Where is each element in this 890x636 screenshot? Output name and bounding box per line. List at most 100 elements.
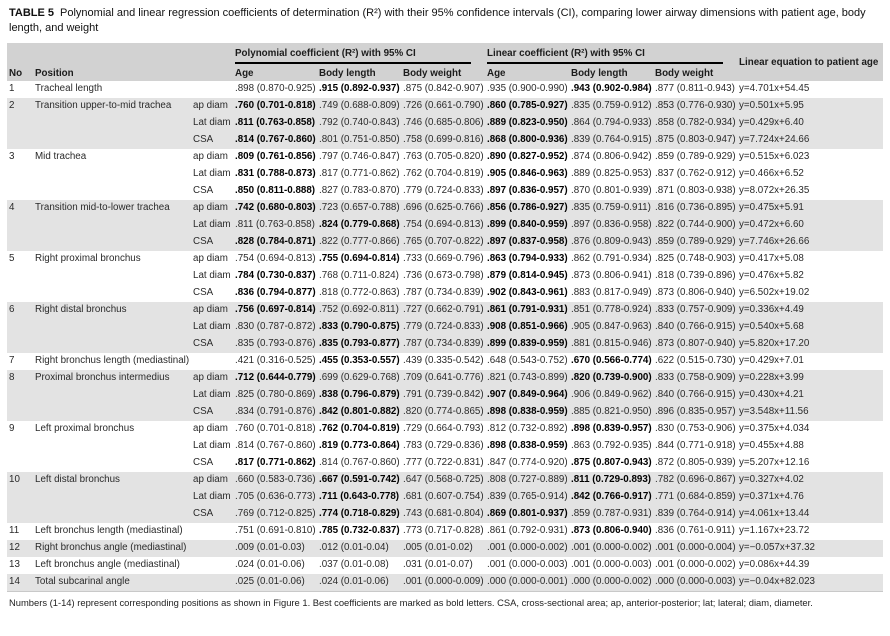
cell-linear-r2: .869 (0.801-0.937) [485, 505, 569, 523]
cell-poly-r2: .836 (0.794-0.877) [235, 287, 316, 299]
cell-linear-r2: .875 (0.803-0.947) [653, 131, 738, 149]
cell-equation: y=4.061x+13.44 [737, 505, 884, 523]
cell-no: 2 [7, 97, 33, 149]
cell-linear-r2: .873 (0.806-0.940) [571, 525, 652, 537]
linear-group-header: Linear coefficient (R²) with 95% CI [485, 42, 738, 66]
cell-poly-r2: .763 (0.705-0.820) [403, 151, 484, 163]
cell-poly-r2: .822 (0.777-0.866) [317, 233, 401, 251]
cell-no: 6 [7, 301, 33, 353]
table-row: Lat diam .705 (0.636-0.773) .711 (0.643-0.… [7, 488, 884, 506]
cell-position: Mid trachea [35, 151, 87, 163]
cell-measure [191, 523, 233, 540]
cell-linear-r2: .908 (0.851-0.966) [485, 318, 569, 336]
cell-position: Total subcarinal angle [33, 573, 191, 592]
cell-linear-r2: .853 (0.776-0.930) [653, 97, 738, 115]
cell-linear-r2: .896 (0.835-0.957) [653, 403, 738, 421]
cell-equation: y=0.455x+4.88 [739, 440, 804, 452]
cell-poly-r2: .024 (0.01-0.06) [235, 559, 305, 571]
cell-equation: y=8.072x+26.35 [739, 185, 810, 197]
cell-poly-r2: .760 (0.701-0.818) [233, 97, 317, 115]
cell-position: Left bronchus angle (mediastinal) [35, 559, 180, 571]
cell-linear-r2: .898 (0.838-0.959) [485, 403, 569, 421]
cell-measure: CSA [193, 185, 214, 197]
cell-poly-r2: .835 (0.793-0.877) [317, 335, 401, 353]
cell-measure: ap diam [193, 253, 228, 265]
cell-linear-r2: .835 (0.759-0.911) [569, 199, 653, 217]
table-row: CSA .814 (0.767-0.860) .801 (0.751-0.850).… [7, 131, 884, 149]
cell-measure [191, 353, 233, 370]
cell-equation: y=5.820x+17.20 [737, 335, 884, 353]
cell-linear-r2: .905 (0.847-0.963) [569, 318, 653, 336]
cell-equation: y=0.375x+4.034 [739, 423, 810, 435]
no-column-header: No [7, 65, 33, 81]
cell-linear-r2: .897 (0.836-0.958) [569, 216, 653, 234]
cell-linear-r2: .879 (0.814-0.945) [487, 270, 568, 282]
cell-linear-r2: .836 (0.761-0.911) [655, 525, 735, 537]
equation-column-header: Linear equation to patient age [737, 42, 884, 81]
cell-poly-r2: .814 (0.767-0.860) [233, 131, 317, 149]
cell-linear-r2: .859 (0.787-0.931) [569, 505, 653, 523]
cell-position: Left distal bronchus [33, 471, 191, 523]
cell-measure: Lat diam [191, 386, 233, 404]
table-row: 14 Total subcarinal angle .025 (0.01-0.06)… [7, 573, 884, 592]
cell-position: Right bronchus length (mediastinal) [35, 355, 190, 367]
cell-linear-r2: .001 (0.000-0.002) [485, 539, 569, 557]
table-row: Lat diam .830 (0.787-0.872) .833 (0.790-0.… [7, 318, 884, 336]
cell-linear-r2: .812 (0.732-0.892) [487, 423, 568, 435]
cell-measure [191, 539, 233, 557]
cell-position: Transition mid-to-lower trachea [33, 199, 191, 251]
cell-equation: y=0.327x+4.02 [737, 471, 884, 489]
table-row: CSA .834 (0.791-0.876) .842 (0.801-0.882).… [7, 403, 884, 421]
cell-measure [191, 573, 233, 592]
cell-poly-r2: .779 (0.724-0.833) [401, 318, 485, 336]
cell-measure: CSA [193, 457, 214, 469]
cell-poly-r2: .705 (0.636-0.773) [233, 488, 317, 506]
cell-no: 1 [9, 83, 15, 95]
cell-linear-r2: .881 (0.815-0.946) [569, 335, 653, 353]
cell-poly-r2: .667 (0.591-0.742) [317, 471, 401, 489]
table-row: Lat diam .831 (0.788-0.873) .817 (0.771-0.… [7, 166, 883, 183]
measure-column-header [191, 65, 233, 81]
cell-equation: y=0.475x+5.91 [737, 199, 884, 217]
cell-linear-r2: .885 (0.821-0.950) [569, 403, 653, 421]
cell-position: Right distal bronchus [33, 301, 191, 353]
cell-poly-r2: .850 (0.811-0.888) [235, 185, 316, 197]
cell-linear-r2: .902 (0.843-0.961) [487, 287, 568, 299]
cell-measure: CSA [191, 335, 233, 353]
cell-measure: ap diam [191, 199, 233, 217]
cell-no: 5 [9, 253, 15, 265]
cell-poly-r2: .825 (0.780-0.869) [233, 386, 317, 404]
cell-measure: CSA [191, 505, 233, 523]
table-caption: Polynomial and linear regression coeffic… [9, 7, 866, 35]
cell-linear-r2: .935 (0.900-0.990) [487, 83, 568, 95]
cell-measure: Lat diam [193, 168, 231, 180]
table-row: CSA .835 (0.793-0.876) .835 (0.793-0.877).… [7, 335, 884, 353]
cell-linear-r2: .842 (0.766-0.917) [569, 488, 653, 506]
cell-position: Right bronchus angle (mediastinal) [33, 539, 191, 557]
cell-linear-r2: .874 (0.806-0.942) [571, 151, 652, 163]
cell-poly-r2: .455 (0.353-0.557) [319, 355, 400, 367]
table-title: TABLE 5 Polynomial and linear regression … [7, 4, 883, 43]
cell-linear-r2: .856 (0.786-0.927) [485, 199, 569, 217]
cell-equation: y=0.086x+44.39 [739, 559, 810, 571]
cell-equation: y=1.167x+23.72 [739, 525, 810, 537]
table-row: 4 Transition mid-to-lower trachea ap diam.… [7, 199, 884, 251]
cell-poly-r2: .898 (0.870-0.925) [235, 83, 316, 95]
cell-poly-r2: .754 (0.694-0.813) [235, 253, 316, 265]
header-spacer [7, 42, 233, 66]
cell-poly-r2: .439 (0.335-0.542) [403, 355, 484, 367]
cell-poly-r2: .818 (0.772-0.863) [319, 287, 400, 299]
cell-equation: y=5.207x+12.16 [739, 457, 810, 469]
cell-linear-r2: .830 (0.753-0.906) [655, 423, 736, 435]
table-number: TABLE 5 [9, 7, 55, 19]
cell-linear-r2: .862 (0.791-0.934) [571, 253, 652, 265]
position-column-header: Position [33, 65, 191, 81]
cell-poly-r2: .751 (0.691-0.810) [235, 525, 316, 537]
cell-linear-r2: .899 (0.839-0.959) [485, 335, 569, 353]
cell-poly-r2: .833 (0.790-0.875) [317, 318, 401, 336]
cell-measure: ap diam [191, 471, 233, 489]
cell-poly-r2: .765 (0.707-0.822) [401, 233, 485, 251]
cell-linear-r2: .906 (0.849-0.962) [569, 386, 653, 404]
cell-measure: CSA [193, 287, 214, 299]
cell-poly-r2: .768 (0.711-0.824) [319, 270, 399, 282]
